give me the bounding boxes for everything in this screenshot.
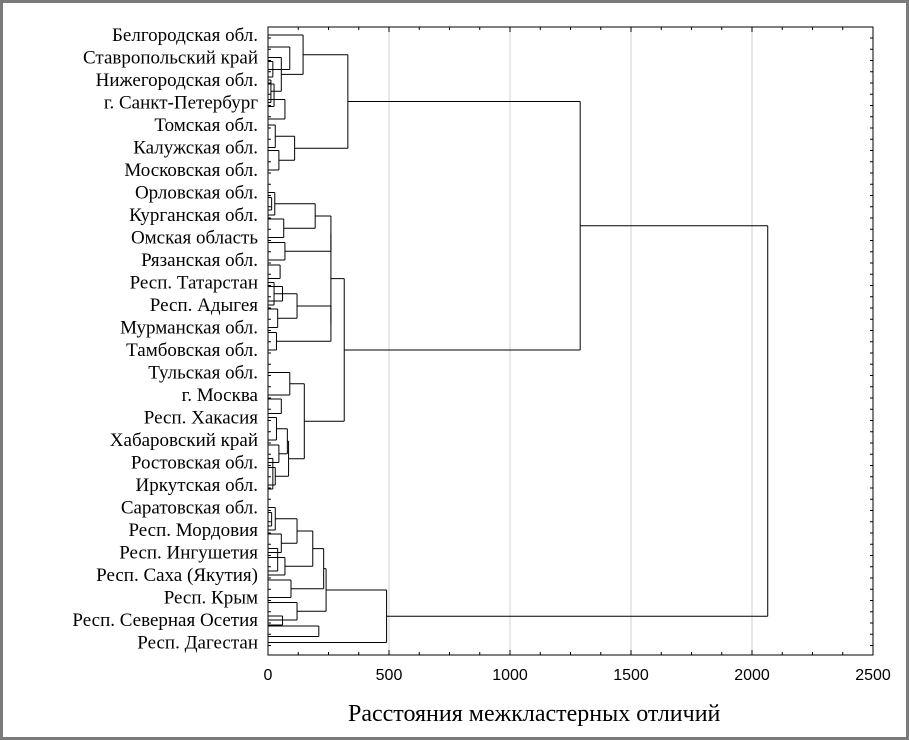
leaf-label: Тамбовская обл. xyxy=(126,340,258,361)
leaf-label: Респ. Крым xyxy=(164,588,258,609)
leaf-label: Хабаровский край xyxy=(110,430,258,451)
leaf-label: Ставропольский край xyxy=(83,48,258,69)
x-axis-ticks: 0 500 1000 1500 2000 2500 xyxy=(264,27,891,684)
x-tick-label: 500 xyxy=(376,667,403,684)
leaf-label: г. Санкт-Петербург xyxy=(104,93,258,114)
leaf-label: Орловская обл. xyxy=(135,183,258,204)
leaf-label: Респ. Северная Осетия xyxy=(72,610,258,631)
leaf-label: Респ. Саха (Якутия) xyxy=(96,565,258,586)
leaf-label: г. Москва xyxy=(182,385,259,406)
tree-layer xyxy=(268,34,769,643)
leaf-label: Иркутская обл. xyxy=(136,475,258,496)
grid-layer xyxy=(388,27,753,655)
leaf-label: Курганская обл. xyxy=(129,205,258,226)
leaf-label: Мурманская обл. xyxy=(120,318,258,339)
leaf-labels: Белгородская обл.Ставропольский крайНиже… xyxy=(72,25,258,654)
x-axis-label: Расстояния межкластерных отличий xyxy=(348,701,721,727)
leaf-label: Саратовская обл. xyxy=(121,498,258,519)
leaf-label: Московская обл. xyxy=(124,160,258,181)
leaf-label: Респ. Хакасия xyxy=(144,408,258,429)
leaf-label: Респ. Татарстан xyxy=(130,273,258,294)
leaf-label: Белгородская обл. xyxy=(112,25,258,46)
x-tick-label: 1000 xyxy=(492,667,528,684)
leaf-label: Тульская обл. xyxy=(148,363,258,384)
leaf-label: Респ. Мордовия xyxy=(128,520,258,541)
leaf-label: Калужская обл. xyxy=(133,138,258,159)
x-tick-label: 1500 xyxy=(613,667,649,684)
leaf-label: Респ. Адыгея xyxy=(150,295,258,316)
x-tick-label: 2500 xyxy=(855,667,891,684)
leaf-label: Омская область xyxy=(131,228,258,249)
x-tick-label: 0 xyxy=(264,667,273,684)
leaf-label: Нижегородская обл. xyxy=(96,70,258,91)
plot-area xyxy=(267,26,874,656)
leaf-label: Томская обл. xyxy=(154,115,258,136)
leaf-label: Рязанская обл. xyxy=(141,250,258,271)
x-tick-label: 2000 xyxy=(734,667,770,684)
leaf-label: Ростовская обл. xyxy=(131,453,258,474)
leaf-label: Респ. Ингушетия xyxy=(119,543,258,564)
leaf-label: Респ. Дагестан xyxy=(137,633,258,654)
